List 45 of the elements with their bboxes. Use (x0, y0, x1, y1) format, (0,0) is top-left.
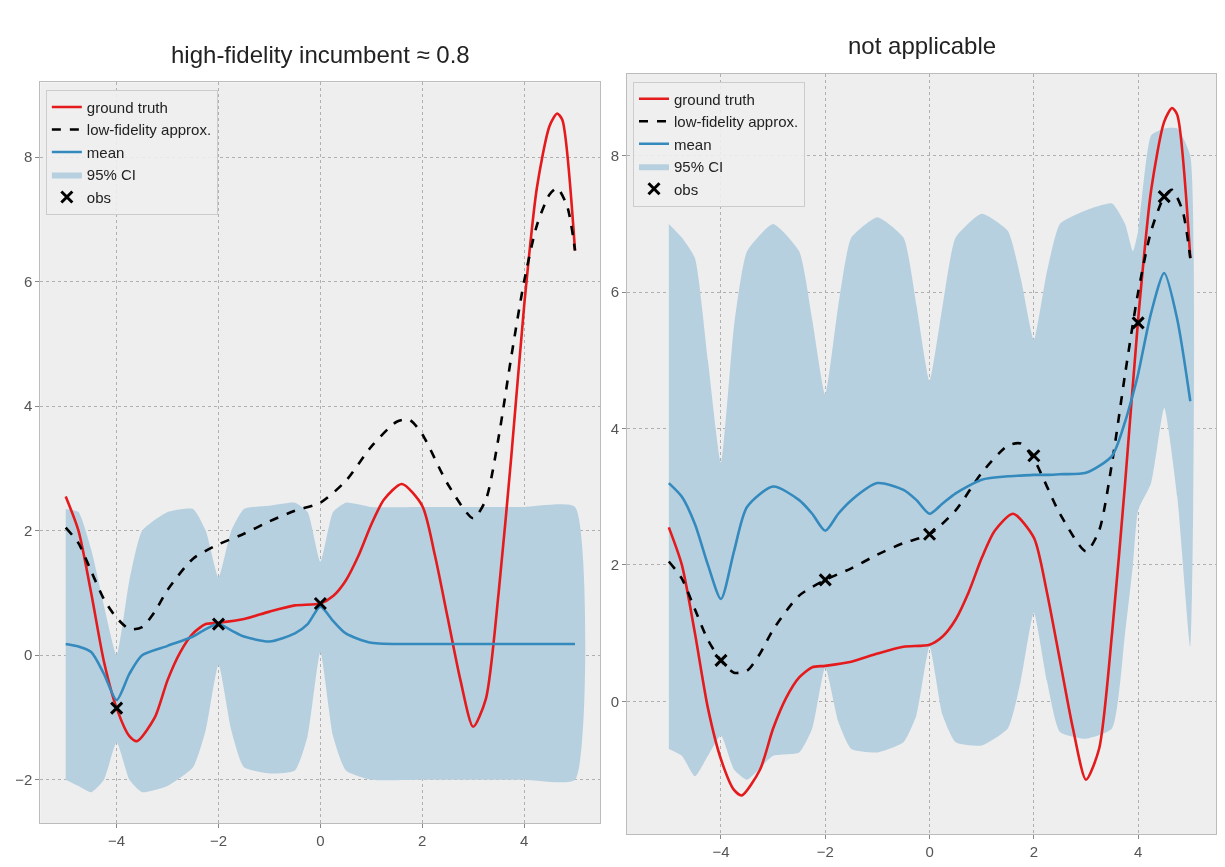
point (1026, 448, 1041, 463)
point (818, 572, 833, 587)
x-tick-label: 2 (418, 832, 427, 850)
y-tick-label: 8 (610, 147, 620, 165)
y-tick-label: 2 (610, 556, 620, 574)
legend-label: 95% CI (673, 158, 724, 176)
legend-label: 95% CI (86, 166, 137, 184)
legend-label: low-fidelity approx. (86, 121, 212, 139)
legend-label: ground truth (86, 98, 168, 116)
legend-label: obs (86, 188, 112, 206)
x-tick-label: −2 (816, 843, 834, 861)
line-series (64, 186, 577, 631)
point (1131, 315, 1146, 330)
x-tick-label: −4 (712, 843, 730, 861)
line-series (667, 271, 1192, 601)
legend-label: mean (86, 143, 125, 161)
x-tick-label: 2 (1029, 843, 1039, 861)
x-tick-label: 0 (925, 843, 934, 861)
line-series (64, 605, 577, 702)
legend-label: obs (673, 180, 699, 198)
point (922, 527, 937, 542)
legend-label: mean (673, 135, 712, 153)
y-tick-label: 6 (610, 283, 620, 301)
point (1157, 189, 1172, 204)
x-tick-label: 0 (316, 832, 325, 850)
y-tick-label: 6 (23, 272, 33, 290)
point (313, 596, 328, 611)
point (211, 617, 226, 632)
legend-label: ground truth (673, 90, 755, 108)
x-tick-label: 4 (1133, 843, 1143, 861)
point (109, 701, 124, 716)
x-tick-label: −2 (209, 832, 228, 850)
chart-title: not applicable (848, 32, 997, 59)
y-tick-label: 8 (23, 148, 33, 166)
y-tick-label: 4 (23, 397, 33, 415)
legend-label: low-fidelity approx. (673, 113, 799, 131)
x-tick-label: 4 (519, 832, 529, 850)
chart-title: high-fidelity incumbent ≈ 0.8 (171, 41, 470, 68)
y-tick-label: 0 (23, 646, 33, 664)
x-tick-label: −4 (108, 832, 126, 850)
point (713, 653, 728, 668)
y-tick-label: 2 (23, 521, 33, 539)
y-tick-label: 4 (610, 419, 620, 437)
y-tick-label: 0 (610, 692, 620, 710)
y-tick-label: −2 (15, 770, 33, 788)
